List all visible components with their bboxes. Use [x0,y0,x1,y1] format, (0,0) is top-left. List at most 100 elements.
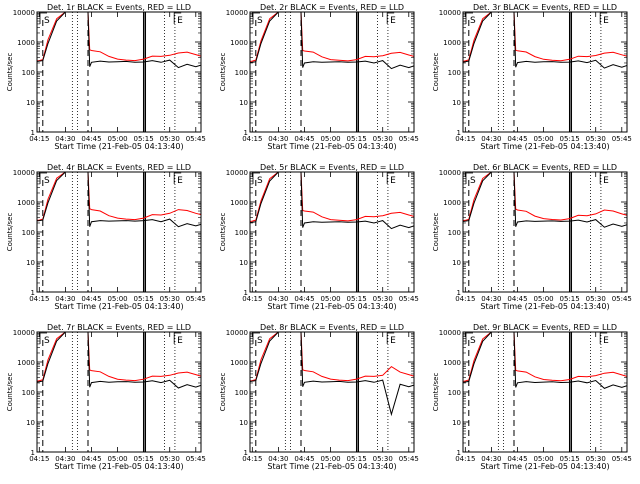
annotation-label: S [44,336,50,346]
y-tick-label: 1 [244,289,248,297]
y-tick-label: 100 [448,389,461,397]
chart-title: Det. 9r BLACK = Events, RED = LLD [473,323,617,332]
y-tick-label: 10000 [13,329,35,337]
series-line-lld [37,332,201,382]
y-tick-label: 10000 [226,169,248,177]
y-tick-label: 10 [239,259,248,267]
end-bracket [173,172,182,184]
x-tick-label: 04:30 [55,135,75,143]
series-group [250,172,414,230]
x-tick-label: 05:30 [160,455,180,463]
series-line-lld [250,12,414,63]
y-tick-label: 100 [448,229,461,237]
x-tick-label: 05:30 [586,295,606,303]
x-tick-label: 05:00 [107,455,127,463]
x-tick-label: 05:30 [586,455,606,463]
annotation-label: E [603,336,609,346]
x-axis-label: Start Time (21-Feb-05 04:13:40) [54,462,183,471]
x-tick-label: 05:15 [560,455,580,463]
chart-title: Det. 7r BLACK = Events, RED = LLD [47,323,191,332]
panel-9: 1 10 100 1000 10000 04:15 04:30 04:45 05:00 05:15… [432,323,632,471]
series-group [463,172,627,228]
y-tick-label: 100 [235,229,248,237]
chart-title: Det. 2r BLACK = Events, RED = LLD [260,3,404,12]
x-tick-label: 04:15 [455,455,475,463]
y-tick-label: 100 [235,69,248,77]
series-line-events [463,172,627,228]
start-bracket [465,12,473,24]
x-tick-label: 05:00 [107,295,127,303]
start-bracket [39,172,47,184]
start-bracket [39,12,47,24]
x-tick-label: 04:30 [481,295,501,303]
y-tick-label: 1000 [443,359,461,367]
y-axis-label: Counts/sec [432,53,440,92]
x-tick-label: 04:45 [81,295,101,303]
y-tick-label: 10000 [439,169,461,177]
x-axis-label: Start Time (21-Feb-05 04:13:40) [267,462,396,471]
end-bracket [173,12,182,24]
plot-frame [36,331,202,453]
x-axis-label: Start Time (21-Feb-05 04:13:40) [267,302,396,311]
x-tick-label: 05:45 [612,295,632,303]
x-tick-label: 04:30 [55,295,75,303]
y-axis-label: Counts/sec [6,373,14,412]
panel-2: 1 10 100 1000 10000 04:15 04:30 04:45 05:00 05:15… [219,3,419,151]
x-axis-label: Start Time (21-Feb-05 04:13:40) [54,302,183,311]
y-tick-label: 100 [22,69,35,77]
y-tick-label: 100 [22,389,35,397]
series-line-events [250,332,414,417]
x-tick-label: 05:15 [347,455,367,463]
plot-frame [462,331,628,453]
x-axis-label: Start Time (21-Feb-05 04:13:40) [480,142,609,151]
plot-frame [462,171,628,293]
x-tick-label: 05:15 [134,135,154,143]
plot-frame [462,11,628,133]
x-axis-label: Start Time (21-Feb-05 04:13:40) [480,302,609,311]
x-tick-label: 04:45 [507,135,527,143]
y-axis-label: Counts/sec [6,53,14,92]
y-tick-label: 1000 [230,39,248,47]
y-tick-label: 10 [239,419,248,427]
x-tick-label: 05:30 [373,295,393,303]
x-tick-label: 05:00 [320,455,340,463]
x-tick-label: 05:30 [160,295,180,303]
y-axis-label: Counts/sec [432,213,440,252]
x-tick-label: 05:15 [347,135,367,143]
x-tick-label: 04:30 [268,135,288,143]
x-tick-label: 05:15 [134,455,154,463]
start-bracket [465,332,473,344]
y-tick-label: 100 [235,389,248,397]
y-axis-label: Counts/sec [219,213,227,252]
annotation-label: S [470,16,476,26]
annotation-label: E [603,16,609,26]
panel-7: 1 10 100 1000 10000 04:15 04:30 04:45 05:00 05:15… [6,323,206,471]
chart-title: Det. 4r BLACK = Events, RED = LLD [47,163,191,172]
annotation-label: S [257,176,263,186]
series-line-events [37,12,201,69]
y-axis-label: Counts/sec [432,373,440,412]
annotation-label: E [390,16,396,26]
y-axis-label: Counts/sec [219,53,227,92]
panel-6: 1 10 100 1000 10000 04:15 04:30 04:45 05:00 05:15… [432,163,632,311]
x-tick-label: 04:15 [242,295,262,303]
x-tick-label: 04:30 [481,455,501,463]
series-line-lld [37,12,201,62]
end-bracket [386,12,395,24]
y-tick-label: 10000 [439,9,461,17]
y-tick-label: 10 [26,99,35,107]
x-tick-label: 05:30 [160,135,180,143]
x-tick-label: 05:30 [586,135,606,143]
x-tick-label: 04:30 [268,455,288,463]
x-axis-label: Start Time (21-Feb-05 04:13:40) [54,142,183,151]
y-tick-label: 10000 [13,9,35,17]
y-tick-label: 10 [452,259,461,267]
x-tick-label: 04:45 [507,455,527,463]
x-tick-label: 05:15 [560,295,580,303]
x-tick-label: 05:45 [186,135,206,143]
x-tick-label: 04:30 [481,135,501,143]
panel-8: 1 10 100 1000 10000 04:15 04:30 04:45 05:00 05:15… [219,323,419,471]
y-tick-label: 1 [457,289,461,297]
y-tick-label: 1 [244,129,248,137]
